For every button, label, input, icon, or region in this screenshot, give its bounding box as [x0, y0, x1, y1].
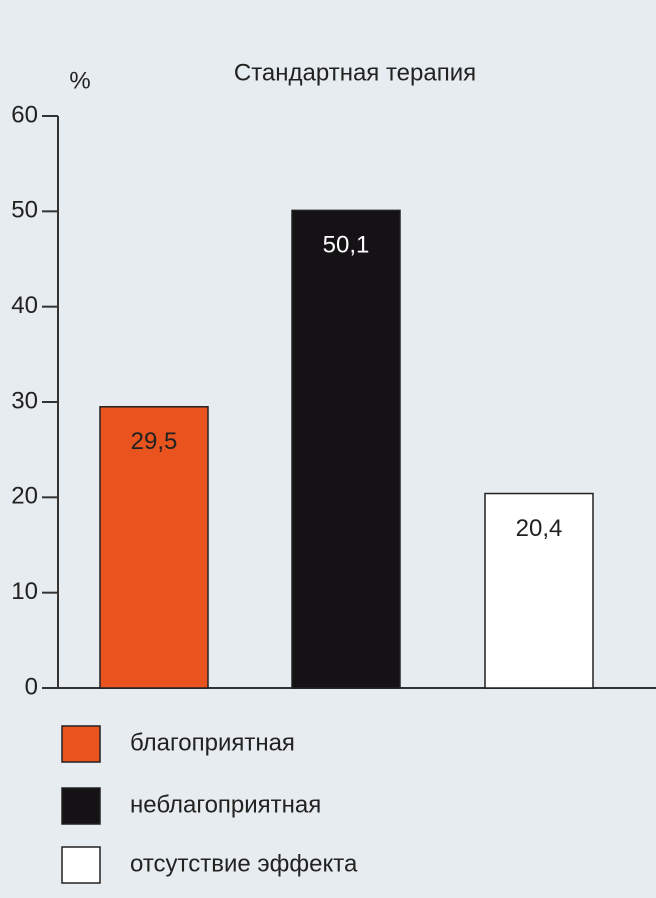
y-tick-label: 10 [11, 578, 38, 605]
bar [484, 492, 594, 689]
legend-swatch [61, 846, 101, 884]
y-tick-label: 30 [11, 387, 38, 414]
y-axis-label: % [69, 67, 90, 94]
y-tick-label: 40 [11, 292, 38, 319]
legend-swatch [61, 725, 101, 763]
y-tick-label: 0 [25, 673, 38, 700]
legend-label: неблагоприятная [130, 791, 321, 818]
y-tick-label: 50 [11, 197, 38, 224]
chart-title: Стандартная терапия [234, 59, 476, 86]
legend-label: благоприятная [130, 729, 295, 756]
y-tick-label: 60 [11, 101, 38, 128]
legend-swatch [61, 787, 101, 825]
bar [291, 209, 401, 689]
value-label: 20,4 [516, 515, 563, 542]
bar [99, 406, 209, 689]
y-tick-label: 20 [11, 483, 38, 510]
value-label: 29,5 [131, 428, 178, 455]
value-label: 50,1 [323, 232, 370, 259]
legend-label: отсутствие эффекта [130, 850, 358, 877]
